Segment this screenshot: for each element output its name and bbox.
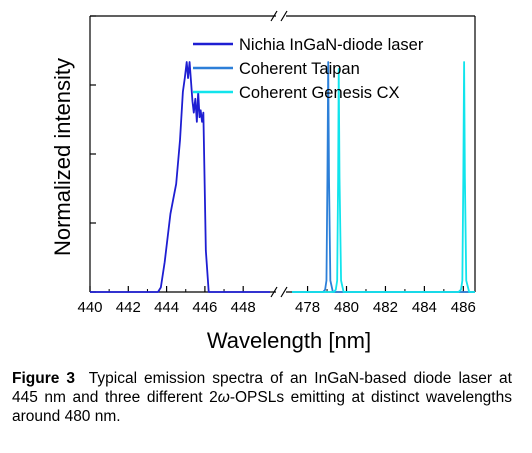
axis-break-mark-top-a	[270, 10, 278, 22]
x-tick-label-446: 446	[192, 299, 217, 316]
axis-break-mark-bottom-a	[270, 286, 278, 298]
axis-break-mark-top-b	[280, 10, 288, 22]
legend-label-2: Coherent Genesis CX	[239, 84, 400, 102]
chart-legend: Nichia InGaN-diode laser Coherent Taipan C…	[193, 36, 424, 102]
x-tick-label-442: 442	[116, 299, 141, 316]
x-tick-label-482: 482	[373, 299, 398, 316]
x-tick-label-484: 484	[412, 299, 437, 316]
x-tick-label-440: 440	[77, 299, 102, 316]
x-tick-label-478: 478	[295, 299, 320, 316]
omega-symbol: ω	[217, 389, 230, 406]
emission-spectra-chart: 440 442 444 446 448 478 480 482 484 486 Nichia In…	[50, 10, 476, 353]
x-axis-label: Wavelength [nm]	[207, 328, 371, 353]
legend-label-0: Nichia InGaN-diode laser	[239, 36, 424, 54]
x-tick-label-444: 444	[154, 299, 179, 316]
chart-series-lines	[90, 61, 475, 293]
x-tick-label-480: 480	[334, 299, 359, 316]
legend-label-1: Coherent Taipan	[239, 60, 360, 78]
x-tick-label-448: 448	[231, 299, 256, 316]
chart-ticks: 440 442 444 446 448 478 480 482 484 486	[77, 15, 476, 316]
series-line-2	[292, 61, 475, 293]
x-tick-label-486: 486	[451, 299, 476, 316]
figure-caption-text-after: -OPSLs emitting at distinct wavelengths …	[12, 389, 512, 425]
y-axis-label: Normalized intensity	[50, 58, 75, 256]
figure-caption-text-before: Typical emission spectra of an InGaN-bas…	[12, 370, 512, 406]
series-line-1	[292, 61, 475, 293]
series-line-0	[90, 61, 270, 293]
figure-caption-label: Figure 3	[12, 370, 76, 387]
axis-break-mark-bottom-b	[280, 286, 288, 298]
figure-caption: Figure 3 Typical emission spectra of an …	[12, 369, 512, 426]
